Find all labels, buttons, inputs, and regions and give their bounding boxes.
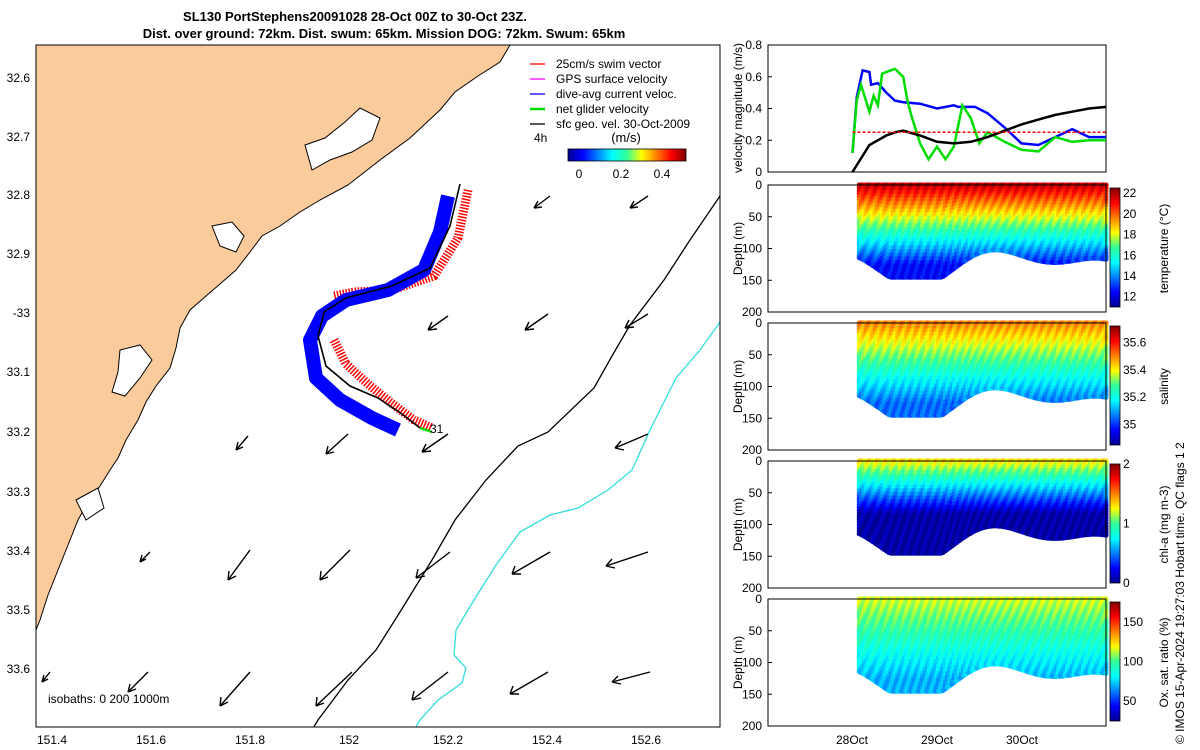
y-tick-label: 33.3 [7, 485, 31, 499]
colorbar-tick-label: 12 [1123, 290, 1137, 304]
colorbar-tick: 0.2 [613, 167, 630, 181]
x-tick-label: 151.4 [37, 733, 67, 747]
isobaths-label: isobaths: 0 200 1000m [48, 692, 169, 706]
depth-ylabel: Depth (m) [731, 222, 745, 275]
x-tick-label: 151.6 [136, 733, 166, 747]
velocity-y-ticks: 0 0.2 0.4 0.6 0.8 [745, 38, 772, 179]
legend-dive-avg: dive-avg current veloc. [556, 87, 677, 101]
colorbar-tick-label: 18 [1123, 228, 1137, 242]
y-tick-label: 0.4 [745, 102, 762, 116]
isobath-1000 [415, 321, 720, 727]
y-tick-label: 0 [755, 178, 762, 192]
legend-sfc-geo: sfc geo. vel. 30-Oct-2009 [556, 117, 690, 131]
map-y-axis: 32.6 32.7 32.8 32.9 -33 33.1 33.2 33.3 3… [7, 71, 31, 676]
y-tick-label: 100 [742, 242, 762, 256]
x-tick-label: 152 [339, 733, 359, 747]
colorbar-tick: 0.4 [654, 167, 671, 181]
colorbar-unit: (m/s) [611, 130, 641, 145]
velocity-series-line [851, 67, 1106, 162]
current-vectors [41, 195, 651, 707]
y-tick-label: 33.1 [7, 365, 31, 379]
speed-colorbar [567, 148, 687, 162]
y-tick-label: 0.6 [745, 70, 762, 84]
velocity-panel: 0 0.2 0.4 0.6 0.8 velocity magnitude (m/s) [731, 38, 1107, 179]
map-panel: 151.4 151.6 151.8 152 152.2 152.4 152.6 … [7, 44, 721, 747]
y-tick-label: 32.8 [7, 188, 31, 202]
y-tick-label: 150 [742, 273, 762, 287]
x-tick-label: 152.2 [433, 733, 463, 747]
track-end-label: 31 [430, 422, 444, 436]
map-legend: 25cm/s swim vector GPS surface velocity … [530, 57, 690, 181]
legend-net-glider: net glider velocity [556, 102, 649, 116]
net-glider-velocity [419, 426, 433, 434]
legend-gps-surface: GPS surface velocity [556, 72, 667, 86]
x-tick-label: 151.8 [235, 733, 265, 747]
y-tick-label: 32.9 [7, 247, 31, 261]
velocity-series-line [851, 105, 1107, 173]
colorbar-tick-label: 20 [1123, 207, 1137, 221]
colorbar-tick: 0 [576, 167, 583, 181]
glider-track [317, 183, 461, 429]
x-tick-label: 152.4 [532, 733, 562, 747]
x-tick-label: 152.6 [631, 733, 661, 747]
legend-4h: 4h [534, 131, 547, 145]
y-tick-label: 33.2 [7, 425, 31, 439]
isobath-200 [313, 195, 720, 727]
map-x-axis: 151.4 151.6 151.8 152 152.2 152.4 152.6 [37, 733, 661, 747]
y-tick-label: -33 [13, 306, 31, 320]
inlet [304, 107, 381, 171]
y-tick-label: 0 [755, 165, 762, 179]
y-tick-label: 50 [749, 210, 763, 224]
title-line-1: SL130 PortStephens20091028 28-Oct 00Z to… [183, 9, 527, 24]
swim-vectors [329, 189, 473, 433]
colorbar-tick-label: 16 [1123, 248, 1137, 262]
land [36, 45, 511, 631]
y-tick-label: 33.4 [7, 544, 31, 558]
velocity-ylabel: velocity magnitude (m/s) [731, 43, 745, 173]
dive-avg-vectors [303, 194, 455, 437]
colorbar-label: temperature (°C) [1157, 204, 1171, 294]
y-tick-label: 33.6 [7, 662, 31, 676]
inlet [75, 487, 105, 521]
title-line-2: Dist. over ground: 72km. Dist. swum: 65k… [143, 26, 626, 41]
inlet [111, 344, 153, 397]
colorbar-tick-label: 14 [1123, 269, 1137, 283]
y-tick-label: 0.2 [745, 133, 762, 147]
colorbar-tick-label: 22 [1123, 186, 1137, 200]
y-tick-label: 33.5 [7, 603, 31, 617]
inlet [211, 221, 245, 253]
velocity-series [851, 67, 1107, 173]
y-tick-label: 32.7 [7, 130, 31, 144]
y-tick-label: 32.6 [7, 71, 31, 85]
colorbar [1109, 187, 1121, 308]
legend-swim-vector: 25cm/s swim vector [556, 57, 661, 71]
velocity-series-line [851, 68, 1106, 153]
y-tick-label: 0.8 [745, 38, 762, 52]
